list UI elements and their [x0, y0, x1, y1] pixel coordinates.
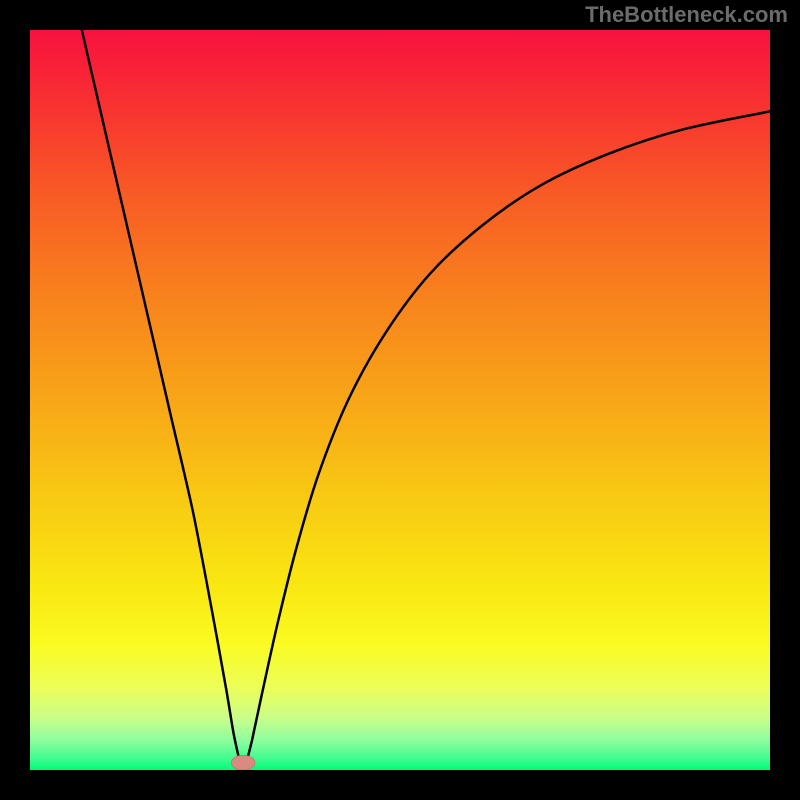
bottleneck-curve-left	[82, 30, 240, 760]
plot-area	[30, 30, 770, 770]
minimum-marker	[231, 755, 255, 770]
watermark-label: TheBottleneck.com	[585, 2, 788, 28]
curve-overlay	[30, 30, 770, 770]
chart-frame: TheBottleneck.com	[0, 0, 800, 800]
bottleneck-curve-right	[247, 111, 770, 760]
